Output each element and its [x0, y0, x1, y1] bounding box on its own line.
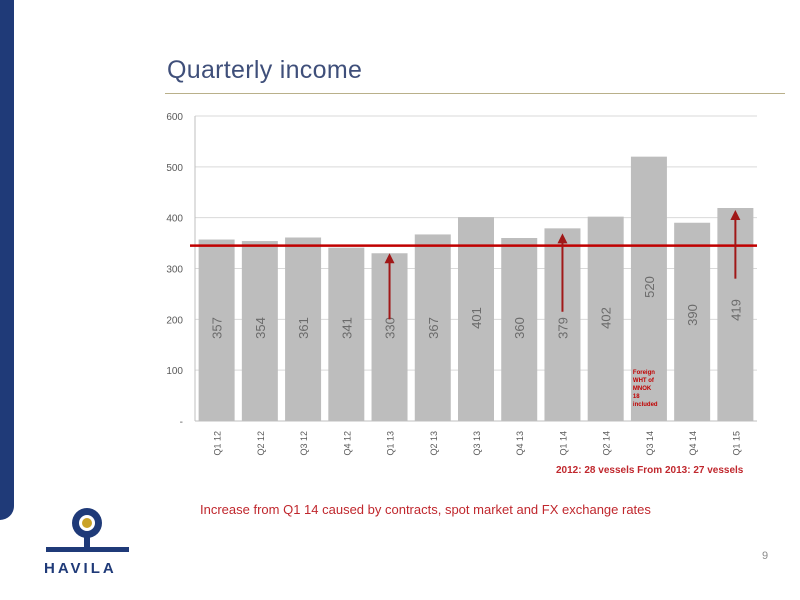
havila-logo-icon: [46, 508, 129, 552]
bar: [198, 239, 235, 421]
annotation-text: MNOK: [633, 386, 652, 392]
bar-value-label: 379: [555, 317, 570, 339]
vessels-note: 2012: 28 vessels From 2013: 27 vessels: [556, 465, 744, 476]
x-tick-label: Q1 12: [213, 431, 223, 456]
bar: [285, 237, 322, 421]
up-arrow-head: [557, 233, 568, 244]
bar-value-label: 367: [426, 317, 441, 339]
y-tick-label: 100: [166, 366, 183, 377]
bar: [414, 234, 451, 421]
x-tick-label: Q3 13: [472, 431, 482, 456]
bar: [501, 238, 538, 421]
x-tick-label: Q4 12: [342, 431, 352, 456]
annotation-text: WHT of: [633, 378, 655, 384]
bar-value-label: 419: [728, 299, 743, 321]
bar-value-label: 361: [296, 317, 311, 339]
x-tick-label: Q4 13: [515, 431, 525, 456]
slide-title: Quarterly income: [167, 56, 363, 84]
bar-value-label: 360: [512, 317, 527, 339]
bar-value-label: 520: [642, 276, 657, 298]
annotation-text: Foreign: [633, 370, 655, 376]
x-tick-label: Q1 15: [731, 431, 741, 456]
x-tick-label: Q1 13: [386, 431, 396, 456]
page-number: 9: [762, 550, 769, 562]
y-tick-label: 400: [166, 214, 183, 225]
up-arrow-head: [384, 253, 395, 264]
y-tick-label: 300: [166, 265, 183, 276]
bar-value-label: 341: [339, 317, 354, 339]
y-tick-label: -: [180, 417, 183, 428]
bar-value-label: 402: [599, 307, 614, 329]
x-tick-label: Q4 14: [688, 431, 698, 456]
x-tick-label: Q2 14: [602, 431, 612, 456]
x-tick-label: Q3 12: [299, 431, 309, 456]
bar: [241, 241, 278, 421]
bar: [587, 216, 624, 421]
y-tick-label: 200: [166, 315, 183, 326]
y-tick-label: 600: [166, 112, 183, 123]
bar-value-label: 330: [383, 317, 398, 339]
y-tick-label: 500: [166, 163, 183, 174]
title-divider: [165, 93, 785, 94]
x-tick-label: Q3 14: [645, 431, 655, 456]
bar: [328, 247, 365, 421]
bar: [630, 156, 667, 421]
bar-value-label: 357: [210, 317, 225, 339]
brand-side-bar: [0, 0, 14, 520]
up-arrow-head: [730, 210, 741, 221]
x-tick-label: Q2 13: [429, 431, 439, 456]
x-tick-label: Q1 14: [558, 431, 568, 456]
bar-value-label: 354: [253, 317, 268, 339]
bar: [674, 222, 711, 421]
bar: [458, 217, 494, 421]
annotation-text: 18: [633, 394, 640, 400]
bar-value-label: 401: [469, 307, 484, 329]
bar-value-label: 390: [685, 304, 700, 326]
annotation-text: included: [633, 402, 658, 408]
increase-note: Increase from Q1 14 caused by contracts,…: [200, 502, 651, 517]
x-tick-label: Q2 12: [256, 431, 266, 456]
logo-text: HAVILA: [44, 560, 117, 577]
